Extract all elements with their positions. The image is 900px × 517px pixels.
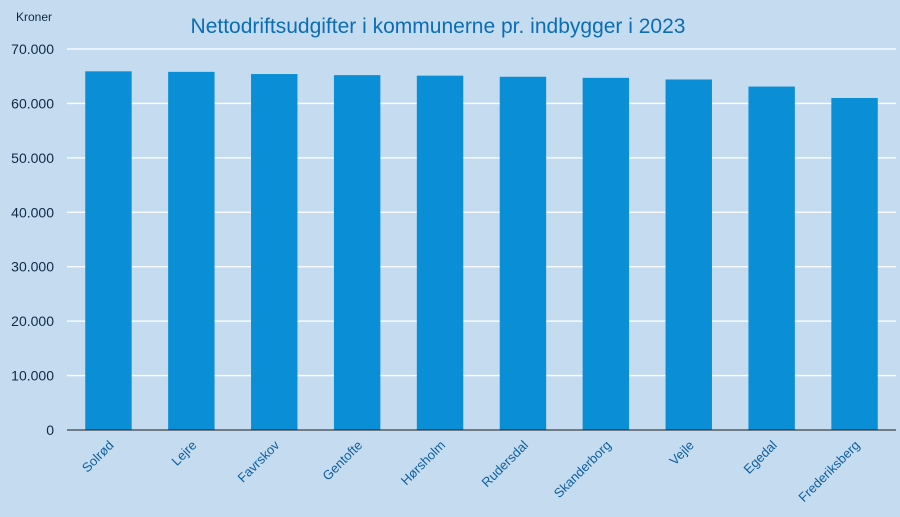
bar-5 xyxy=(499,76,547,430)
bar-2 xyxy=(251,74,298,430)
y-tick-label: 60.000 xyxy=(11,95,54,111)
y-tick-label: 40.000 xyxy=(11,204,54,220)
y-tick-label: 0 xyxy=(46,422,54,438)
bar-8 xyxy=(748,86,795,430)
y-tick-label: 10.000 xyxy=(11,368,54,384)
chart-title: Nettodriftsudgifter i kommunerne pr. ind… xyxy=(191,15,686,38)
bar-1 xyxy=(168,71,215,431)
y-tick-label: 50.000 xyxy=(11,150,54,166)
bar-6 xyxy=(582,77,630,431)
bar-3 xyxy=(333,75,381,430)
y-axis-unit-label: Kroner xyxy=(16,10,52,24)
y-axis-ticks: 0 10.000 20.000 30.000 40.000 50.000 60.000 70.… xyxy=(11,41,54,438)
bar-0 xyxy=(85,71,132,431)
bar-9 xyxy=(831,97,878,430)
y-tick-label: 70.000 xyxy=(11,41,54,57)
bars xyxy=(85,71,878,431)
bar-4 xyxy=(416,75,464,431)
y-tick-label: 30.000 xyxy=(11,259,54,275)
bar-7 xyxy=(665,79,712,430)
y-tick-label: 20.000 xyxy=(11,313,54,329)
